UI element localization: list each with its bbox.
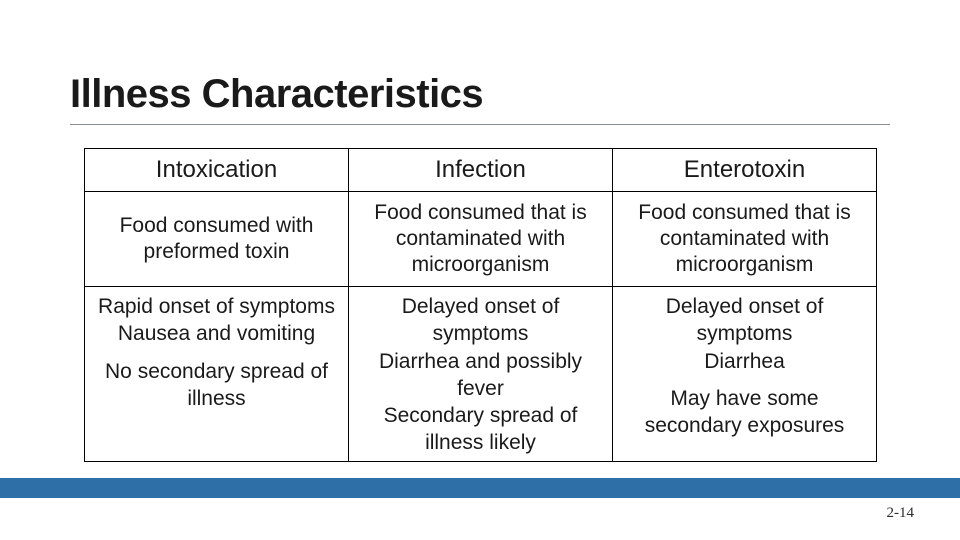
detail-line: Nausea and vomiting	[93, 320, 340, 347]
detail-line: May have some secondary exposures	[621, 385, 868, 440]
accent-bar	[0, 478, 960, 498]
detail-line: Delayed onset of symptoms	[621, 293, 868, 348]
detail-line: Rapid onset of symptoms	[93, 293, 340, 320]
col-header-enterotoxin: Enterotoxin	[613, 149, 877, 192]
col-header-infection: Infection	[349, 149, 613, 192]
detail-line: Diarrhea	[621, 348, 868, 375]
desc-intoxication: Food consumed with preformed toxin	[85, 192, 349, 287]
details-enterotoxin: Delayed onset of symptoms Diarrhea May h…	[613, 287, 877, 462]
desc-enterotoxin: Food consumed that is contaminated with …	[613, 192, 877, 287]
table-row: Food consumed with preformed toxin Food …	[85, 192, 877, 287]
col-header-intoxication: Intoxication	[85, 149, 349, 192]
page-title: Illness Characteristics	[70, 72, 483, 117]
detail-line: Delayed onset of symptoms	[357, 293, 604, 348]
detail-line: Diarrhea and possibly fever	[357, 348, 604, 403]
table-header-row: Intoxication Infection Enterotoxin	[85, 149, 877, 192]
table-row: Rapid onset of symptoms Nausea and vomit…	[85, 287, 877, 462]
spacer	[93, 348, 340, 358]
page-number: 2-14	[887, 505, 915, 522]
desc-infection: Food consumed that is contaminated with …	[349, 192, 613, 287]
detail-line: Secondary spread of illness likely	[357, 402, 604, 457]
slide: Illness Characteristics Intoxication Inf…	[0, 0, 960, 540]
detail-line: No secondary spread of illness	[93, 358, 340, 413]
spacer	[621, 375, 868, 385]
title-underline	[70, 124, 890, 125]
characteristics-table: Intoxication Infection Enterotoxin Food …	[84, 148, 877, 462]
details-intoxication: Rapid onset of symptoms Nausea and vomit…	[85, 287, 349, 462]
details-infection: Delayed onset of symptoms Diarrhea and p…	[349, 287, 613, 462]
